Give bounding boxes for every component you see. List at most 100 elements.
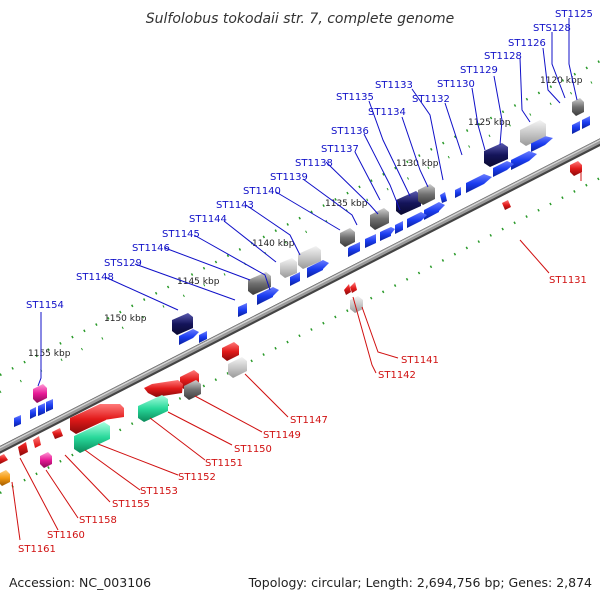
minus-gene-arrow <box>502 200 511 210</box>
minus-leader-lines <box>11 170 582 541</box>
plus-gene-arrow <box>348 242 360 257</box>
plus-gene-box <box>298 246 321 269</box>
plus-strand-genes <box>14 98 590 427</box>
gene-label[interactable]: ST1133 <box>375 80 413 91</box>
plus-gene-arrow <box>38 403 45 416</box>
minus-gene-box <box>184 380 201 400</box>
gene-label[interactable]: STS128 <box>533 23 571 34</box>
plus-gene-arrow <box>511 151 537 170</box>
minus-gene-arrow <box>52 428 63 439</box>
kbp-label: 1140 kbp <box>252 239 295 249</box>
map-title: Sulfolobus tokodaii str. 7, complete gen… <box>146 11 455 27</box>
gene-label[interactable]: ST1131 <box>549 275 587 286</box>
minus-gene-box <box>74 422 110 453</box>
gene-label[interactable]: ST1146 <box>132 243 170 254</box>
plus-gene-arrow <box>493 161 514 177</box>
kbp-label: 1125 kbp <box>468 118 511 128</box>
minus-gene-box <box>228 357 247 378</box>
plus-gene-box <box>340 228 355 247</box>
gene-label[interactable]: ST1145 <box>162 229 200 240</box>
gene-label[interactable]: ST1125 <box>555 9 593 20</box>
minus-gene-box <box>144 380 183 397</box>
gene-label[interactable]: ST1152 <box>178 472 216 483</box>
gene-label[interactable]: ST1155 <box>112 499 150 510</box>
minus-gene-box <box>350 296 363 313</box>
gene-label[interactable]: ST1143 <box>216 200 254 211</box>
gene-label[interactable]: ST1151 <box>205 458 243 469</box>
gene-label[interactable]: ST1141 <box>401 355 439 366</box>
minus-gene-box <box>70 404 124 434</box>
plus-gene-arrow <box>238 303 247 317</box>
minus-gene-box <box>40 452 52 468</box>
minus-gene-box <box>0 470 10 486</box>
plus-gene-arrow <box>380 227 395 241</box>
minus-gene-labels: ST1131 ST1141 ST1142 ST1147 ST1149 ST115… <box>18 275 587 555</box>
minus-gene-arrow <box>18 436 41 456</box>
plus-gene-arrow <box>582 116 590 129</box>
gene-label[interactable]: ST1149 <box>263 430 301 441</box>
gene-label[interactable]: ST1132 <box>412 94 450 105</box>
gene-label[interactable]: ST1161 <box>18 544 56 555</box>
genome-backbone <box>0 138 600 454</box>
gene-label[interactable]: ST1138 <box>295 158 333 169</box>
plus-gene-box <box>172 313 193 335</box>
plus-gene-arrow <box>440 192 447 203</box>
plus-gene-arrow <box>466 174 492 193</box>
gene-label[interactable]: ST1136 <box>331 126 369 137</box>
gene-label[interactable]: STS129 <box>104 258 142 269</box>
gene-label[interactable]: ST1147 <box>290 415 328 426</box>
kbp-label: 1150 kbp <box>104 314 147 324</box>
gene-label[interactable]: ST1140 <box>243 186 281 197</box>
plus-gene-arrow <box>46 399 53 412</box>
plus-leader-lines <box>37 18 578 387</box>
plus-gene-box <box>572 98 584 116</box>
minus-gene-arrow <box>0 454 8 464</box>
minus-gene-box <box>138 395 168 422</box>
gene-label[interactable]: ST1126 <box>508 38 546 49</box>
plus-gene-box <box>248 272 271 295</box>
gene-label[interactable]: ST1134 <box>368 107 406 118</box>
plus-gene-box <box>396 191 421 215</box>
plus-gene-arrow <box>572 121 580 134</box>
gene-label[interactable]: ST1142 <box>378 370 416 381</box>
plus-gene-arrow <box>365 234 376 248</box>
gene-label[interactable]: ST1154 <box>26 300 64 311</box>
plus-gene-box <box>370 208 389 230</box>
topology-text: Topology: circular; Length: 2,694,756 bp… <box>248 575 592 590</box>
plus-gene-box <box>33 384 47 403</box>
plus-gene-box <box>520 120 546 146</box>
gene-label[interactable]: ST1139 <box>270 172 308 183</box>
gene-label[interactable]: ST1148 <box>76 272 114 283</box>
kbp-label: 1130 kbp <box>396 159 439 169</box>
gene-label[interactable]: ST1150 <box>234 444 272 455</box>
gene-label[interactable]: ST1158 <box>79 515 117 526</box>
kbp-label: 1135 kbp <box>325 199 368 209</box>
kbp-labels: 1120 kbp 1125 kbp 1130 kbp 1135 kbp 1140… <box>28 76 583 359</box>
kbp-label: 1145 kbp <box>177 277 220 287</box>
gene-label[interactable]: ST1128 <box>484 51 522 62</box>
accession-text: Accession: NC_003106 <box>9 575 151 590</box>
plus-gene-box <box>280 258 297 278</box>
gene-label[interactable]: ST1135 <box>336 92 374 103</box>
gene-label[interactable]: ST1130 <box>437 79 475 90</box>
minus-gene-box <box>570 161 582 176</box>
plus-gene-arrow <box>199 331 207 343</box>
plus-gene-box <box>484 143 508 167</box>
gene-label[interactable]: ST1144 <box>189 214 227 225</box>
plus-gene-arrow <box>30 407 36 419</box>
minus-gene-arrow <box>344 282 357 295</box>
plus-gene-arrow <box>395 221 403 234</box>
tick-lines <box>0 59 600 495</box>
plus-gene-arrow <box>307 260 329 278</box>
plus-gene-arrow <box>407 212 427 228</box>
minus-strand-genes <box>0 161 582 486</box>
plus-gene-arrow <box>290 272 300 286</box>
plus-gene-arrow <box>179 329 199 345</box>
gene-label[interactable]: ST1160 <box>47 530 85 541</box>
gene-label[interactable]: ST1137 <box>321 144 359 155</box>
kbp-label: 1120 kbp <box>540 76 583 86</box>
gene-label[interactable]: ST1153 <box>140 486 178 497</box>
gene-label[interactable]: ST1129 <box>460 65 498 76</box>
